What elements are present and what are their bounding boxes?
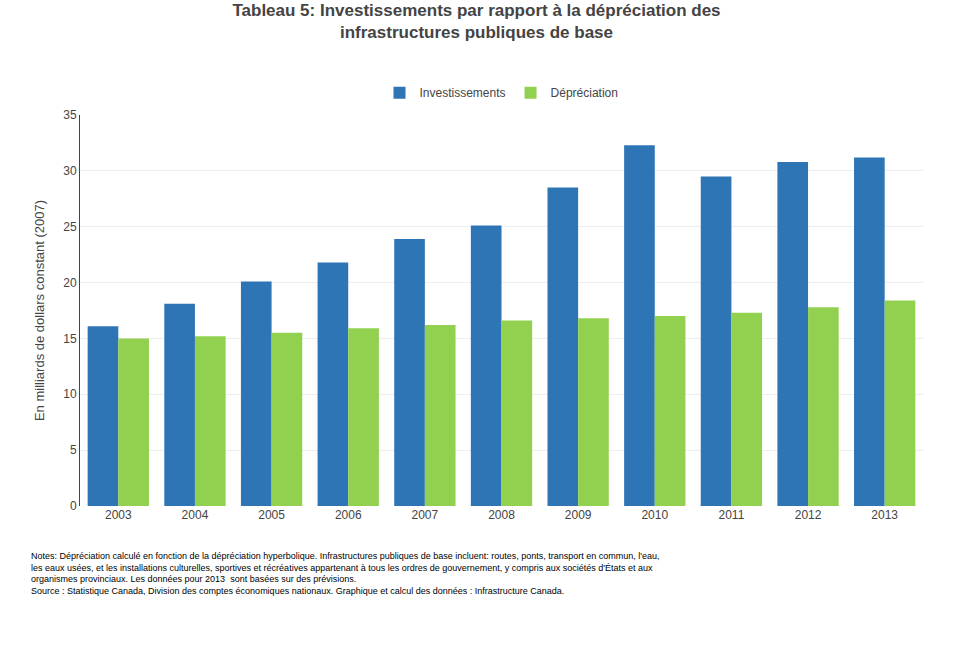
svg-text:Tableau 5: Investissements par: Tableau 5: Investissements par rapport à… xyxy=(232,1,720,42)
svg-text:35: 35 xyxy=(63,108,77,122)
svg-text:2012: 2012 xyxy=(795,508,822,522)
svg-text:2010: 2010 xyxy=(641,508,668,522)
svg-text:2005: 2005 xyxy=(258,508,285,522)
svg-text:Dépréciation: Dépréciation xyxy=(551,86,618,100)
svg-text:15: 15 xyxy=(63,332,77,346)
svg-text:20: 20 xyxy=(63,276,77,290)
svg-text:2013: 2013 xyxy=(871,508,898,522)
svg-text:En milliards de dollars consta: En milliards de dollars constant (2007) xyxy=(32,200,47,421)
svg-text:2007: 2007 xyxy=(412,508,439,522)
svg-text:2009: 2009 xyxy=(565,508,592,522)
svg-text:30: 30 xyxy=(63,164,77,178)
svg-text:25: 25 xyxy=(63,220,77,234)
svg-text:2011: 2011 xyxy=(719,508,745,522)
svg-text:10: 10 xyxy=(63,387,77,401)
svg-text:Investissements: Investissements xyxy=(420,86,506,100)
svg-text:2006: 2006 xyxy=(335,508,362,522)
svg-text:2004: 2004 xyxy=(182,508,209,522)
svg-text:Notes: Dépréciation calculé en: Notes: Dépréciation calculé en fonction … xyxy=(31,551,660,596)
svg-text:0: 0 xyxy=(70,499,77,513)
svg-text:5: 5 xyxy=(70,443,77,457)
svg-text:2003: 2003 xyxy=(105,508,132,522)
svg-text:2008: 2008 xyxy=(488,508,515,522)
